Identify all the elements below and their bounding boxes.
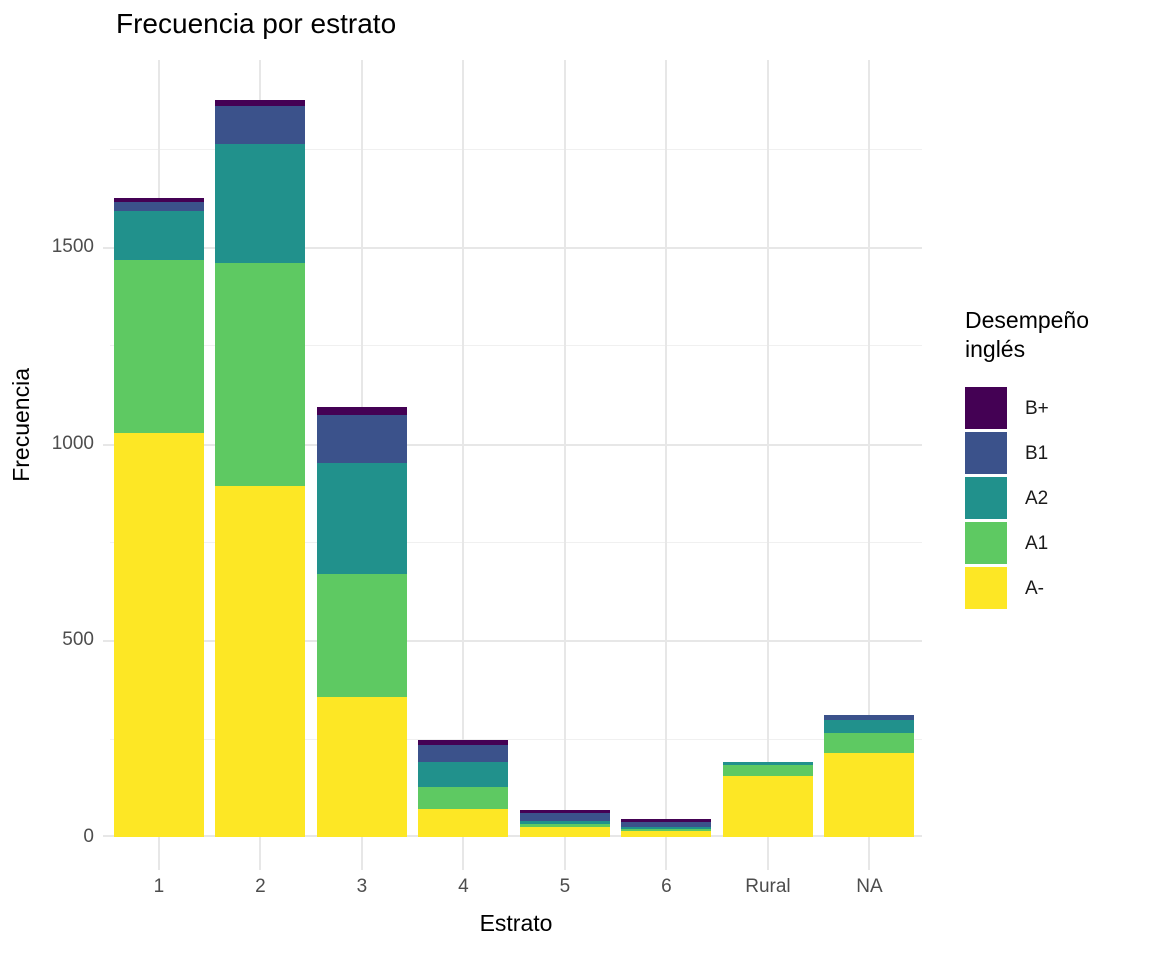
x-tick-label-NA: NA (856, 876, 883, 897)
bar-segment-5-B1 (519, 813, 610, 821)
bar-segment-4-A1 (418, 787, 509, 809)
gridline-vertical (665, 60, 668, 870)
gridline-minor (110, 738, 922, 740)
bar-segment-1-B+ (113, 198, 204, 202)
legend-item-A-: A- (965, 566, 1152, 612)
chart-title: Frecuencia por estrato (116, 8, 397, 39)
bar-segment-1-A- (113, 433, 204, 837)
x-tick-label-3: 3 (356, 876, 368, 897)
bar-segment-2-A1 (215, 263, 306, 487)
bar-segment-3-A- (316, 697, 407, 837)
legend-items: B+ B1 A2 A1 A- (965, 386, 1152, 612)
bar-5 (519, 809, 610, 837)
bar-segment-NA-A- (824, 753, 915, 837)
bar-2 (215, 99, 306, 837)
bar-segment-4-A- (418, 808, 509, 837)
legend-swatch-A2 (965, 476, 1007, 519)
bar-segment-1-A1 (113, 259, 204, 434)
bar-segment-4-B1 (418, 745, 509, 763)
x-tick-label-5: 5 (559, 876, 571, 897)
bar-segment-6-B1 (621, 822, 712, 827)
bar-segment-Rural-A- (722, 775, 813, 837)
gridline-major (103, 247, 922, 250)
legend-item-A2: A2 (965, 476, 1152, 522)
bar-segment-2-B1 (215, 105, 306, 145)
bar-segment-5-A- (519, 827, 610, 837)
legend-swatch-B1 (965, 431, 1007, 474)
y-tick-label-1000: 1000 (51, 432, 94, 454)
bar-1 (113, 198, 204, 837)
gridline-major (103, 443, 922, 446)
bar-segment-2-A- (215, 486, 306, 837)
gridline-minor (110, 148, 922, 150)
gridline-vertical (462, 60, 465, 870)
bar-segment-2-B+ (215, 99, 306, 106)
y-tick-label-0: 0 (83, 826, 94, 847)
x-tick-label-4: 4 (458, 876, 469, 897)
bar-segment-4-A2 (418, 762, 509, 788)
x-tick-label-2: 2 (255, 876, 266, 897)
legend-label-A2: A2 (1025, 488, 1049, 510)
bar-segment-NA-B1 (824, 714, 915, 720)
legend-label-A-: A- (1025, 578, 1044, 600)
bar-segment-6-B+ (621, 819, 712, 823)
bar-segment-NA-A2 (824, 719, 915, 733)
bar-segment-1-A2 (113, 211, 204, 260)
gridline-minor (110, 542, 922, 544)
y-tick-label-500: 500 (62, 629, 94, 651)
bar-3 (316, 406, 407, 837)
legend: Desempeño inglés B+ B1 A2 A1 A- (965, 306, 1152, 612)
bar-Rural (722, 761, 813, 837)
bar-segment-4-B+ (418, 739, 509, 746)
y-axis-title: Frecuencia (8, 368, 34, 482)
bar-6 (621, 819, 712, 837)
gridline-minor (110, 345, 922, 347)
legend-swatch-A1 (965, 521, 1007, 564)
gridline-major (103, 640, 922, 643)
bar-4 (418, 739, 509, 837)
legend-item-B+: B+ (965, 386, 1152, 432)
x-axis-title: Estrato (479, 910, 553, 936)
x-tick-label-Rural: Rural (745, 876, 791, 897)
legend-label-B1: B1 (1025, 443, 1049, 465)
legend-item-A1: A1 (965, 521, 1152, 567)
bar-segment-Rural-A2 (722, 761, 813, 766)
legend-label-B+: B+ (1025, 398, 1049, 420)
bar-segment-6-A2 (621, 826, 712, 830)
bar-segment-3-A2 (316, 463, 407, 574)
bar-segment-2-A2 (215, 144, 306, 264)
legend-label-A1: A1 (1025, 533, 1049, 555)
plot-panel (103, 60, 922, 870)
bar-segment-5-B+ (519, 809, 610, 814)
y-tick-label-1500: 1500 (51, 236, 94, 258)
legend-swatch-A- (965, 566, 1007, 609)
bar-segment-5-A1 (519, 824, 610, 828)
bar-segment-5-A2 (519, 820, 610, 825)
legend-title: Desempeño inglés (965, 307, 1090, 363)
bar-segment-NA-A1 (824, 732, 915, 754)
bar-segment-3-B+ (316, 406, 407, 416)
legend-swatch-B+ (965, 386, 1007, 429)
legend-item-B1: B1 (965, 431, 1152, 477)
bar-segment-6-A1 (621, 829, 712, 832)
gridline-vertical (766, 60, 769, 870)
bar-segment-1-B1 (113, 201, 204, 212)
bar-NA (824, 714, 915, 837)
bar-segment-Rural-A1 (722, 765, 813, 776)
x-tick-label-6: 6 (661, 876, 672, 897)
gridline-vertical (868, 60, 871, 870)
gridline-vertical (563, 60, 566, 870)
x-tick-label-1: 1 (153, 876, 165, 897)
bar-segment-3-A1 (316, 573, 407, 698)
bar-segment-6-A- (621, 831, 712, 837)
gridline-major (103, 835, 922, 837)
bar-segment-3-B1 (316, 415, 407, 464)
